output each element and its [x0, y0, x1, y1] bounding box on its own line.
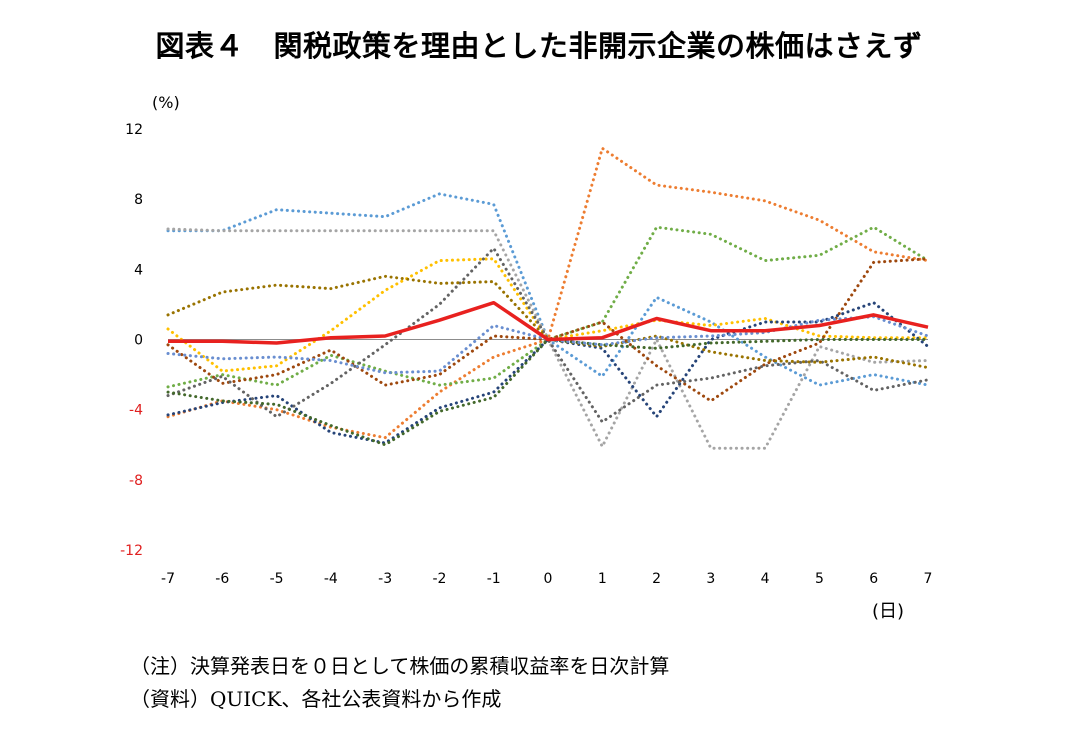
company-series-line	[166, 257, 930, 403]
x-tick-label: -1	[487, 571, 501, 587]
x-tick-label: -4	[324, 571, 338, 587]
company-series-line	[166, 246, 930, 424]
y-tick-label: -8	[129, 473, 143, 489]
y-tick-label: -12	[120, 543, 143, 559]
x-tick-label: 6	[869, 571, 878, 587]
x-tick-label: 0	[544, 571, 553, 587]
y-axis-ticks: 12 8 4 0 -4 -8 -12	[120, 122, 143, 559]
y-axis-unit-label: (%)	[152, 93, 180, 112]
x-tick-label: -2	[432, 571, 446, 587]
x-tick-label: 3	[706, 571, 715, 587]
footnote-source: （資料）QUICK、各社公表資料から作成	[130, 687, 502, 711]
footnote-note: （注）決算発表日を０日として株価の累積収益率を日次計算	[130, 654, 670, 678]
y-tick-label: 4	[134, 262, 143, 278]
y-tick-label: 8	[134, 192, 143, 208]
company-series-line	[166, 146, 930, 440]
y-tick-label: 12	[125, 122, 143, 138]
x-tick-label: 5	[815, 571, 824, 587]
x-tick-label: 1	[598, 571, 607, 587]
y-tick-label: -4	[129, 403, 143, 419]
company-series-line	[166, 301, 930, 445]
x-tick-label: -3	[378, 571, 392, 587]
y-tick-label: 0	[134, 333, 143, 349]
x-tick-label: 2	[652, 571, 661, 587]
y-axis-label: (%)	[152, 93, 180, 112]
series-layer	[166, 146, 930, 450]
x-axis-ticks: -7 -6 -5 -4 -3 -2 -1 0 1 2 3 4 5 6 7	[161, 571, 932, 587]
x-tick-label: 4	[761, 571, 770, 587]
x-tick-label: -5	[270, 571, 284, 587]
footnotes: （注）決算発表日を０日として株価の累積収益率を日次計算 （資料）QUICK、各社…	[130, 650, 669, 716]
company-series-line	[166, 315, 930, 375]
x-tick-label: 7	[924, 571, 933, 587]
average-series-line	[168, 300, 929, 345]
x-axis-unit-label: (日)	[872, 601, 904, 622]
x-tick-label: -7	[161, 571, 175, 587]
chart-title: 図表４ 関税政策を理由とした非開示企業の株価はさえず	[155, 29, 923, 63]
company-series-line	[166, 192, 930, 387]
x-tick-label: -6	[215, 571, 229, 587]
